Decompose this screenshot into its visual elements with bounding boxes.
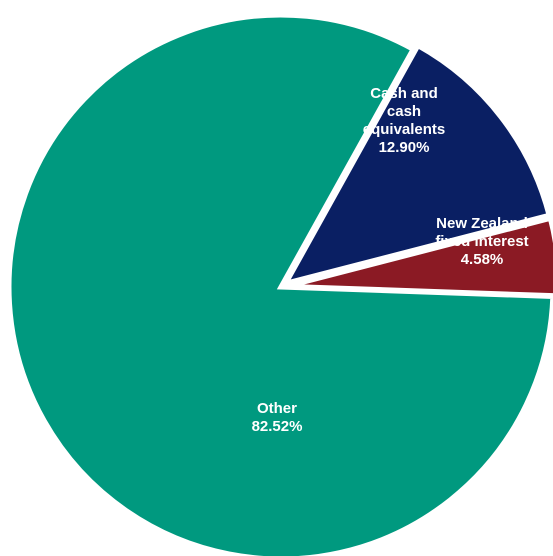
slice-cash-and-cash-equivalents bbox=[280, 42, 553, 288]
slice-name-label: Cash and bbox=[370, 85, 438, 102]
slice-name-label: Other bbox=[257, 400, 297, 417]
slice-value-label: 82.52% bbox=[252, 418, 303, 435]
slice-other bbox=[6, 12, 553, 556]
slice-name-label: New Zealand bbox=[436, 215, 528, 232]
slice-new-zealand-fixed-interest bbox=[286, 215, 553, 299]
slices-layer bbox=[6, 12, 553, 556]
slice-value-label: 12.90% bbox=[379, 139, 430, 156]
slice-name-label: fixed interest bbox=[435, 233, 528, 250]
slice-name-label: equivalents bbox=[363, 121, 446, 138]
slice-value-label: 4.58% bbox=[461, 251, 504, 268]
slice-name-label: cash bbox=[387, 103, 421, 120]
